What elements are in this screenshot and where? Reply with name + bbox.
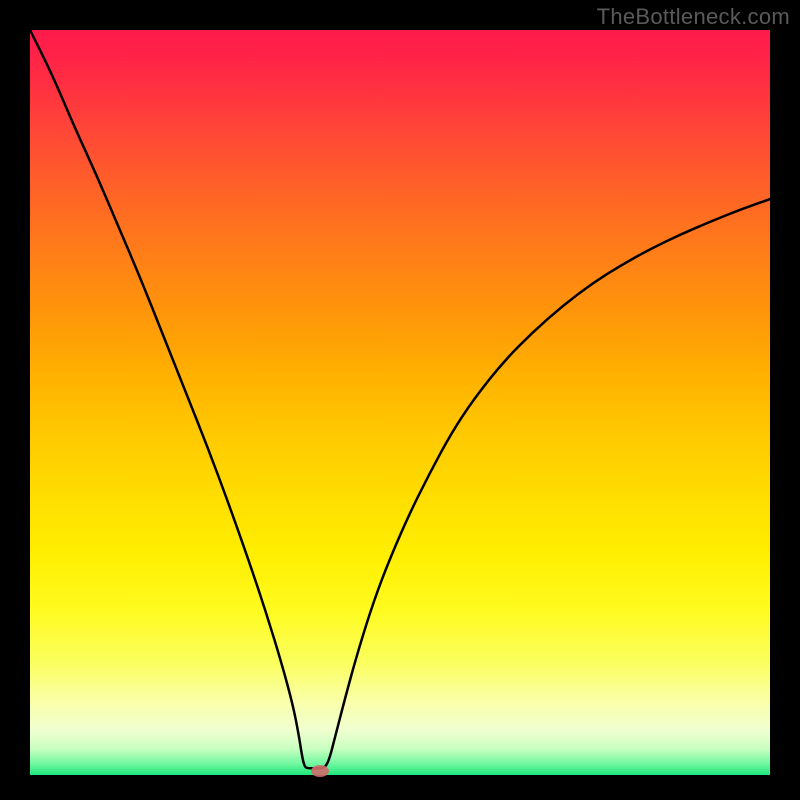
plot-area bbox=[30, 30, 770, 775]
optimal-marker bbox=[311, 765, 329, 777]
watermark-text: TheBottleneck.com bbox=[597, 4, 790, 30]
curve-path bbox=[30, 30, 770, 768]
bottleneck-curve bbox=[30, 30, 770, 775]
